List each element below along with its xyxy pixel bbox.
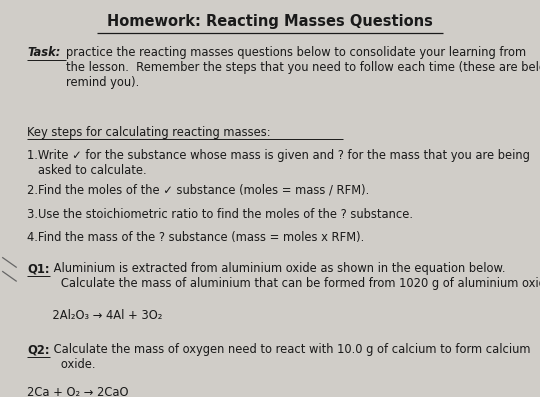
Text: Aluminium is extracted from aluminium oxide as shown in the equation below.
   C: Aluminium is extracted from aluminium ox… [50,262,540,291]
Text: Calculate the mass of oxygen need to react with 10.0 g of calcium to form calciu: Calculate the mass of oxygen need to rea… [50,343,531,371]
Text: Q1:: Q1: [27,262,50,276]
Text: Q2:: Q2: [27,343,50,356]
Text: 2.Find the moles of the ✓ substance (moles = mass / RFM).: 2.Find the moles of the ✓ substance (mol… [27,184,369,197]
Text: 2Ca + O₂ → 2CaO: 2Ca + O₂ → 2CaO [27,386,129,397]
Text: practice the reacting masses questions below to consolidate your learning from
t: practice the reacting masses questions b… [66,46,540,89]
Text: Key steps for calculating reacting masses:: Key steps for calculating reacting masse… [27,126,271,139]
Text: 1.Write ✓ for the substance whose mass is given and ? for the mass that you are : 1.Write ✓ for the substance whose mass i… [27,149,530,177]
Text: 4.Find the mass of the ? substance (mass = moles x RFM).: 4.Find the mass of the ? substance (mass… [27,231,364,245]
Text: 2Al₂O₃ → 4Al + 3O₂: 2Al₂O₃ → 4Al + 3O₂ [27,309,163,322]
Text: Homework: Reacting Masses Questions: Homework: Reacting Masses Questions [107,14,433,29]
Text: Task:: Task: [27,46,60,60]
Text: 3.Use the stoichiometric ratio to find the moles of the ? substance.: 3.Use the stoichiometric ratio to find t… [27,208,413,221]
